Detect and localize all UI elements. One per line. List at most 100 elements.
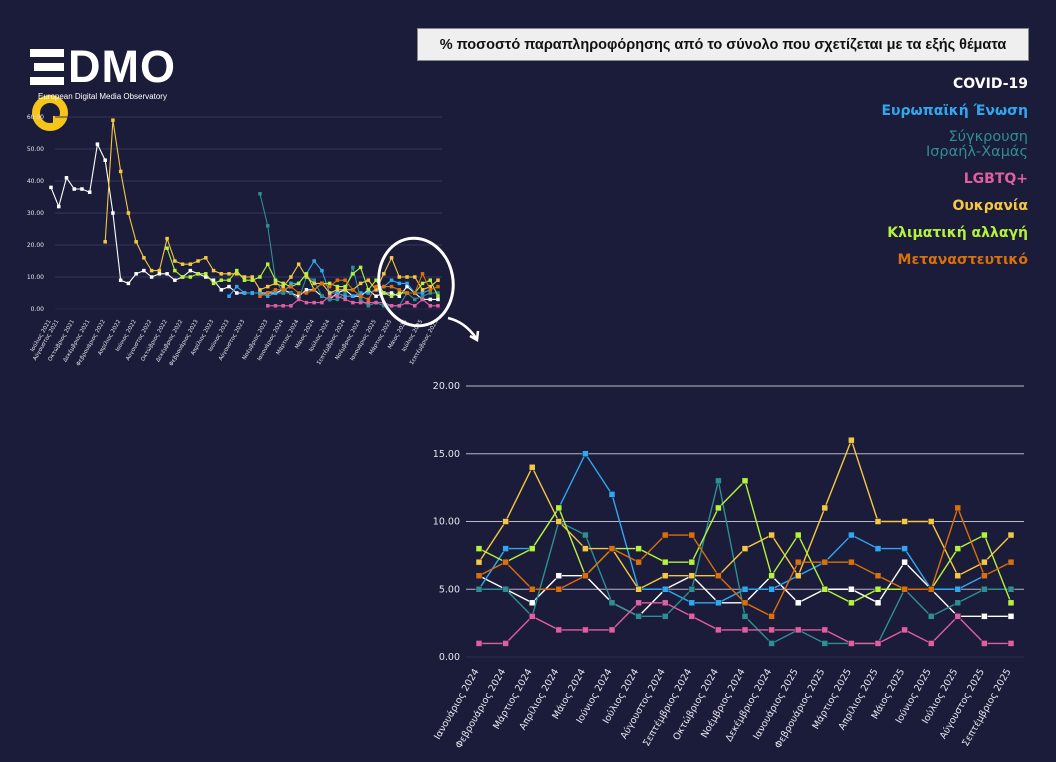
data-point [219, 272, 224, 276]
data-point [821, 626, 829, 634]
data-point [635, 558, 642, 566]
data-point [366, 304, 371, 308]
data-point [165, 246, 169, 250]
data-point [358, 281, 363, 286]
data-point [475, 545, 483, 552]
legend-label: Σύγκρουση [948, 129, 1028, 145]
data-point [741, 545, 749, 552]
data-point [768, 626, 775, 634]
data-point [327, 281, 332, 286]
data-point [420, 294, 425, 298]
data-point [821, 586, 829, 593]
data-point [265, 294, 270, 298]
y-tick-label: 0.00 [31, 306, 45, 313]
data-point [211, 268, 216, 273]
data-point [382, 291, 386, 295]
data-point [954, 545, 962, 552]
y-tick-label: 30.00 [27, 210, 44, 217]
data-point [475, 586, 483, 593]
data-point [582, 531, 589, 539]
data-point [149, 275, 154, 279]
series-line [104, 120, 439, 294]
data-point [420, 281, 425, 286]
data-point [296, 297, 301, 302]
data-point [312, 300, 316, 305]
data-point [954, 599, 962, 607]
data-point [289, 291, 293, 295]
data-point [582, 572, 589, 579]
data-point [413, 297, 417, 302]
logo-subtitle: European Digital Media Observatory [38, 92, 167, 101]
data-point [405, 291, 409, 295]
data-point [874, 586, 882, 593]
legend-item-covid: COVID-19 [881, 76, 1028, 92]
data-point [502, 518, 509, 525]
data-point [111, 211, 115, 215]
data-point [1007, 586, 1015, 593]
highlight-circle [377, 236, 455, 328]
data-point [173, 278, 177, 282]
data-point [258, 288, 262, 292]
logo-letters: DMO [68, 41, 176, 92]
data-point [250, 278, 254, 282]
legend-item-israel-hamas: Σύγκρουση Ισραήλ-Χαμάς [881, 130, 1028, 160]
data-point [366, 300, 371, 305]
data-point [289, 275, 293, 279]
data-point [320, 300, 324, 305]
data-point [528, 545, 536, 552]
data-point [72, 187, 76, 191]
data-point [436, 284, 440, 289]
data-point [281, 304, 285, 308]
data-point [374, 284, 378, 289]
data-point [874, 518, 882, 525]
data-point [1007, 558, 1015, 566]
data-point [1007, 599, 1015, 607]
data-point [173, 259, 177, 263]
data-point [304, 291, 309, 295]
data-point [901, 558, 908, 566]
data-point [111, 118, 115, 122]
data-point [389, 278, 394, 282]
data-point [901, 586, 908, 593]
data-point [981, 558, 988, 566]
data-point [874, 545, 882, 552]
data-point [335, 278, 340, 282]
data-point [741, 586, 749, 593]
data-point [555, 504, 563, 512]
legend-item-lgbtq: LGBTQ+ [881, 171, 1028, 187]
legend-label: COVID-19 [952, 76, 1028, 92]
data-point [374, 278, 378, 282]
data-point [528, 464, 536, 471]
data-point [56, 204, 61, 209]
data-point [420, 291, 425, 295]
data-point [296, 294, 301, 298]
data-point [351, 272, 355, 276]
data-point [273, 278, 278, 282]
data-point [661, 558, 669, 566]
data-point [335, 284, 340, 289]
data-point [428, 304, 433, 308]
data-point [188, 268, 193, 273]
data-point [794, 572, 802, 579]
data-point [582, 450, 589, 457]
data-point [265, 291, 270, 295]
data-point [635, 586, 642, 593]
data-point [413, 275, 417, 279]
data-point [382, 304, 386, 308]
data-point [250, 275, 254, 279]
data-point [954, 586, 962, 593]
data-point [235, 291, 239, 295]
legend-label: Ευρωπαϊκή Ένωση [881, 103, 1028, 119]
data-point [312, 259, 316, 263]
data-point [118, 169, 123, 174]
logo-wordmark: DMO [30, 44, 180, 136]
data-point [180, 262, 185, 266]
data-point [227, 278, 231, 282]
data-point [405, 275, 409, 279]
data-point [635, 599, 642, 607]
data-point [688, 586, 696, 593]
data-point [204, 256, 208, 260]
data-point [227, 272, 231, 276]
data-point [126, 281, 131, 286]
